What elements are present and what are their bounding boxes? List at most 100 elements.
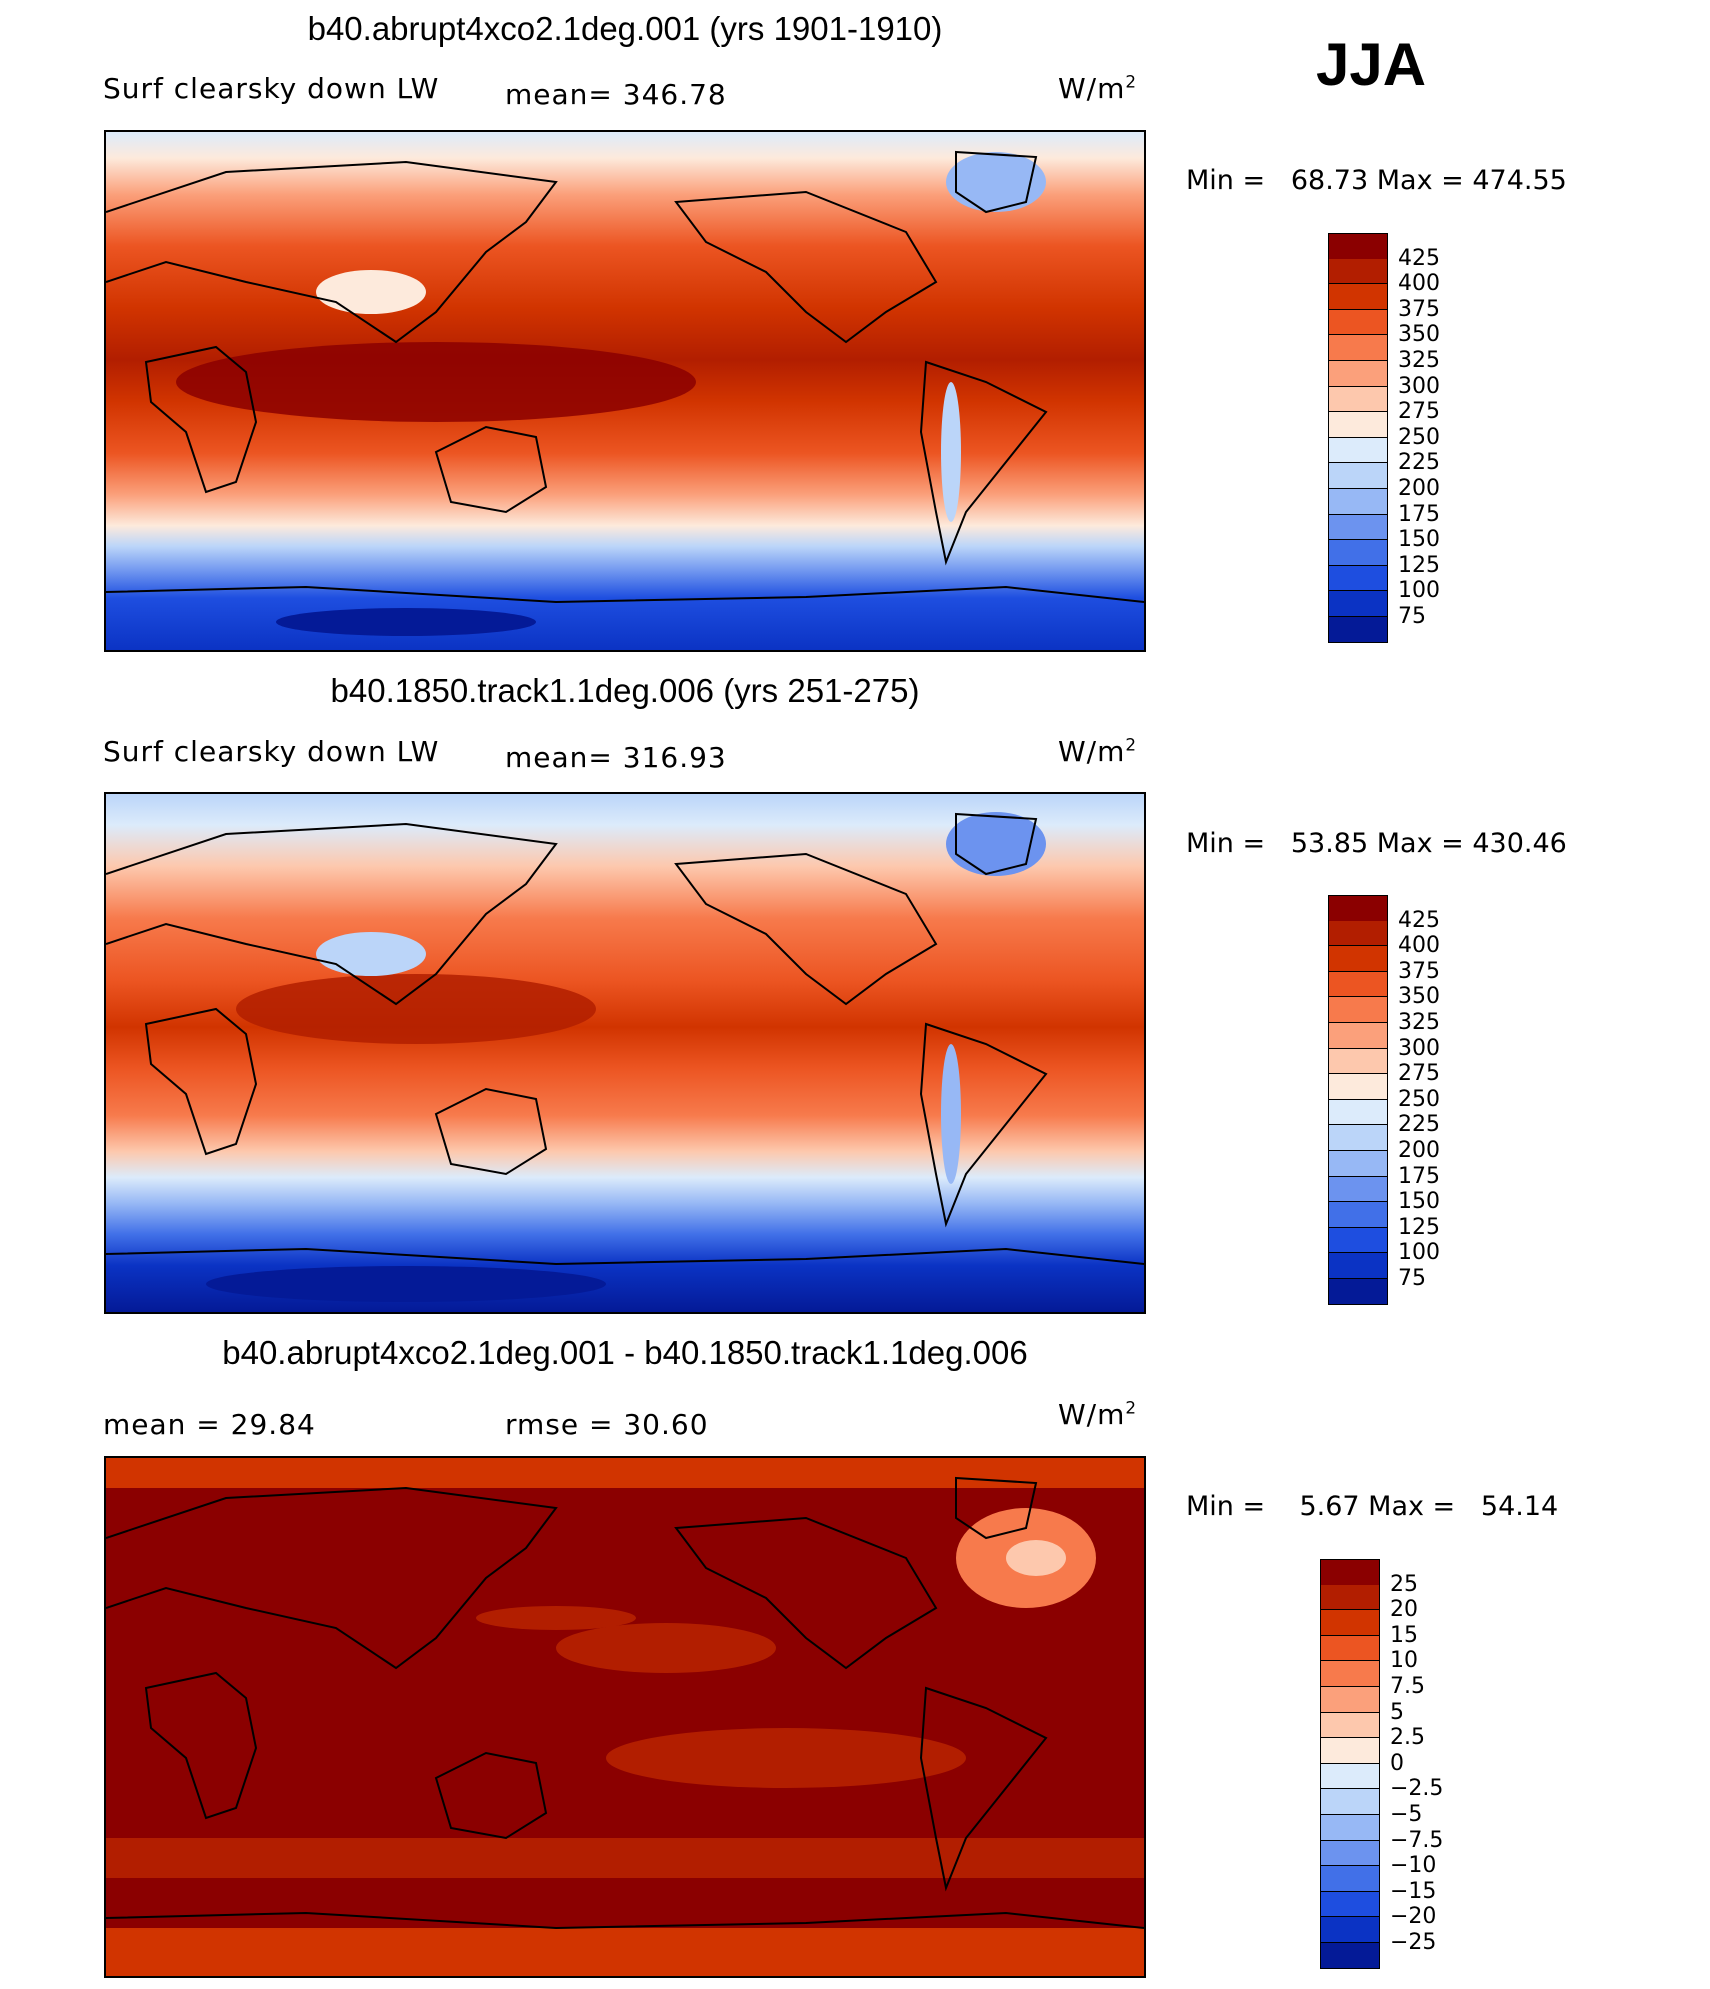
legend-swatch	[1320, 1584, 1380, 1611]
panel2-coastlines	[106, 812, 1144, 1266]
panel1-minmax: Min = 68.73 Max = 474.55	[1186, 165, 1567, 196]
legend-label: 250	[1398, 1086, 1440, 1112]
panel2-greenland	[946, 812, 1046, 876]
legend-label: 10	[1390, 1648, 1418, 1674]
panel1-greenland-outline	[955, 150, 1038, 214]
legend-label: 200	[1398, 476, 1440, 501]
legend-label: 275	[1398, 399, 1440, 425]
legend-label: 400	[1398, 933, 1440, 959]
legend-label: 300	[1398, 1035, 1440, 1061]
panel3-minmax: Min = 5.67 Max = 54.14	[1186, 1491, 1559, 1522]
legend-label: 150	[1398, 1189, 1440, 1215]
legend-swatch	[1328, 514, 1388, 541]
panel3-africa-outline	[144, 1671, 258, 1820]
legend-label: 5	[1390, 1699, 1404, 1725]
panel1-title: b40.abrupt4xco2.1deg.001 (yrs 1901-1910)	[307, 10, 943, 47]
panel3-title: b40.abrupt4xco2.1deg.001 - b40.1850.trac…	[222, 1334, 1028, 1371]
legend-label: −10	[1390, 1853, 1437, 1879]
legend-swatch	[1320, 1917, 1380, 1943]
panel1-antarctic-low	[276, 608, 536, 636]
legend-label: 375	[1398, 958, 1440, 984]
panel2-field	[106, 794, 1144, 1312]
panel3-namerica-outline	[674, 1516, 938, 1670]
panel2-units: W/m2	[1058, 734, 1138, 768]
legend-swatch	[1320, 1840, 1380, 1867]
legend-swatch	[1328, 1176, 1388, 1203]
legend-label: −2.5	[1390, 1776, 1444, 1802]
legend-label: 125	[1398, 552, 1440, 578]
legend-swatch	[1328, 565, 1388, 592]
panel3-north-atlantic-core	[1006, 1540, 1066, 1576]
legend-label: 75	[1398, 1266, 1426, 1291]
panel2-minmax: Min = 53.85 Max = 430.46	[1186, 828, 1567, 859]
legend-swatch	[1328, 1202, 1388, 1228]
legend-label: 25	[1390, 1571, 1418, 1597]
panel3-units: W/m2	[1058, 1397, 1138, 1431]
panel2-warm-pool	[236, 974, 596, 1044]
panel3-antarctic-band	[106, 1928, 1144, 1976]
legend-swatch	[1320, 1635, 1380, 1662]
legend-label: 100	[1398, 1240, 1440, 1266]
panel1-map	[104, 130, 1146, 652]
panel3-coastlines	[106, 1476, 1144, 1930]
legend-swatch	[1320, 1712, 1380, 1739]
panel1-tibet	[316, 270, 426, 314]
legend-label: 225	[1398, 1112, 1440, 1138]
legend-swatch	[1328, 1048, 1388, 1075]
legend-label: −5	[1390, 1802, 1423, 1827]
legend-label: 400	[1398, 271, 1440, 297]
legend-swatch	[1328, 617, 1388, 643]
panel1-coastlines	[106, 150, 1144, 604]
panel1-australia-outline	[434, 425, 548, 514]
panel3-antarctica-outline	[106, 1911, 1144, 1930]
panel2-variable: Surf clearsky down LW	[103, 735, 440, 768]
panel3-npacific-band	[476, 1606, 636, 1630]
panel2-tibet	[316, 932, 426, 976]
legend-swatch	[1328, 540, 1388, 566]
legend-swatch	[1320, 1789, 1380, 1815]
panel2-antarctica-outline	[106, 1247, 1144, 1266]
panel2-africa-outline	[144, 1007, 258, 1156]
legend-label: −25	[1390, 1930, 1437, 1955]
panel1-namerica-outline	[674, 190, 938, 344]
legend-label: 350	[1398, 984, 1440, 1010]
legend-label: 2.5	[1390, 1725, 1425, 1751]
panel2-title: b40.1850.track1.1deg.006 (yrs 251-275)	[330, 672, 920, 709]
panel2-greenland-outline	[955, 812, 1038, 876]
legend-swatch	[1328, 1125, 1388, 1151]
legend-swatch	[1320, 1943, 1380, 1969]
legend-label: 125	[1398, 1214, 1440, 1240]
legend-swatch	[1320, 1661, 1380, 1687]
legend-label: 275	[1398, 1061, 1440, 1087]
legend-swatch	[1328, 997, 1388, 1023]
legend-label: −20	[1390, 1904, 1437, 1930]
legend-swatch	[1328, 386, 1388, 413]
legend-label: 200	[1398, 1138, 1440, 1163]
season-label: JJA	[1316, 31, 1427, 98]
panel1-variable: Surf clearsky down LW	[103, 72, 440, 105]
legend-swatch	[1320, 1763, 1380, 1790]
legend-swatch	[1320, 1815, 1380, 1841]
legend-label: −7.5	[1390, 1827, 1444, 1853]
legend-swatch	[1320, 1891, 1380, 1918]
legend-swatch	[1320, 1866, 1380, 1892]
legend-swatch	[1328, 489, 1388, 515]
panel1-units: W/m2	[1058, 71, 1138, 105]
panel2-namerica-outline	[674, 852, 938, 1006]
legend-swatch	[1328, 920, 1388, 947]
legend-swatch	[1328, 437, 1388, 464]
legend-swatch	[1328, 233, 1388, 260]
panel1-warm-pool	[176, 342, 696, 422]
legend-label: 325	[1398, 348, 1440, 373]
legend-swatch	[1328, 1151, 1388, 1177]
panel3-spacific-band	[606, 1728, 966, 1788]
legend-swatch	[1328, 1099, 1388, 1126]
legend-label: 20	[1390, 1597, 1418, 1623]
legend-swatch	[1328, 361, 1388, 387]
legend-swatch	[1328, 284, 1388, 310]
panel3-arctic-band	[106, 1458, 1144, 1488]
legend-label: 175	[1398, 501, 1440, 527]
panel1-africa-outline	[144, 345, 258, 494]
legend-swatch	[1328, 1253, 1388, 1279]
legend-label: 350	[1398, 322, 1440, 348]
